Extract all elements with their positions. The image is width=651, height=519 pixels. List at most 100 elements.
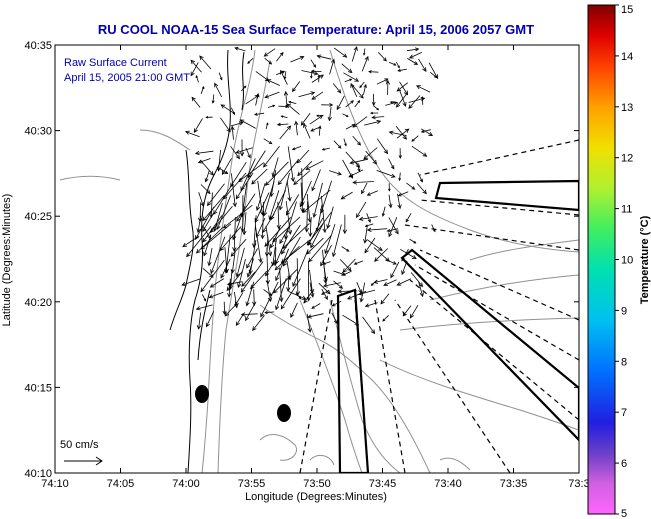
current-vector — [231, 173, 236, 207]
current-vector — [285, 200, 291, 235]
current-vector-head — [383, 282, 389, 286]
y-axis-label: Latitude (Degrees:Minutes) — [1, 194, 13, 327]
current-vector-head — [202, 216, 207, 222]
current-vector-head — [357, 100, 361, 104]
current-vector — [421, 129, 431, 133]
current-vector — [318, 126, 321, 136]
colorbar-tick-label: 7 — [621, 407, 627, 419]
current-vector-head — [232, 202, 237, 208]
current-vector-head — [246, 263, 251, 269]
current-vector-head — [227, 293, 232, 298]
current-vector — [206, 311, 215, 327]
current-vector — [241, 271, 256, 287]
current-vector-head — [394, 229, 399, 235]
current-vector-head — [366, 192, 371, 196]
current-vector-head — [313, 71, 319, 76]
current-vector — [336, 95, 345, 110]
current-vector — [333, 270, 345, 276]
current-vector-head — [291, 147, 296, 151]
current-vector — [254, 192, 270, 223]
current-vector-head — [330, 58, 336, 64]
current-vector-head — [246, 272, 251, 278]
current-vector-head — [286, 287, 291, 292]
current-vector — [200, 223, 232, 250]
current-vector-head — [411, 138, 415, 142]
current-vector-head — [313, 64, 317, 68]
current-vector — [339, 259, 352, 272]
current-vector-head — [263, 52, 269, 57]
current-vector — [198, 158, 211, 163]
current-vector-head — [300, 207, 305, 213]
current-vector-head — [255, 232, 260, 238]
current-vector-head — [286, 103, 292, 108]
current-vector-head — [323, 283, 328, 288]
current-vector-head — [203, 251, 208, 257]
current-vector-head — [396, 281, 402, 286]
current-vector — [281, 224, 301, 255]
current-vector-head — [361, 189, 365, 195]
current-vector — [359, 216, 378, 220]
current-vector-head — [363, 52, 366, 56]
current-vector-head — [237, 177, 243, 183]
current-vector-head — [199, 55, 204, 61]
colorbar-tick-label: 8 — [621, 356, 627, 368]
current-vector — [200, 184, 211, 194]
current-vector — [345, 100, 354, 108]
current-vector-head — [331, 303, 336, 307]
current-vector — [256, 183, 266, 211]
current-vector — [322, 147, 330, 151]
current-vector — [286, 181, 291, 201]
current-vector-head — [337, 289, 343, 294]
current-vector — [250, 270, 268, 289]
current-vector — [219, 226, 242, 251]
current-vector-head — [380, 299, 385, 305]
current-vector — [230, 238, 247, 257]
current-vector-head — [329, 103, 334, 107]
current-vector-head — [219, 77, 223, 81]
current-vector — [287, 272, 290, 292]
current-vector-head — [376, 107, 380, 111]
current-vector-head — [396, 87, 402, 92]
current-vector-head — [347, 266, 352, 272]
current-vector — [210, 205, 233, 233]
current-vector — [387, 228, 399, 232]
current-vector — [214, 83, 223, 98]
current-vector-head — [416, 85, 421, 90]
current-vector-head — [432, 229, 436, 233]
current-vector — [185, 131, 200, 138]
current-vector — [344, 78, 352, 83]
current-vector-head — [224, 311, 230, 317]
current-vector-head — [310, 91, 316, 96]
current-vector-head — [397, 204, 402, 210]
current-vector-head — [206, 189, 211, 195]
current-vector-head — [306, 249, 311, 255]
station-dot-2 — [277, 404, 291, 422]
current-vector-head — [408, 104, 413, 109]
current-vector-head — [398, 155, 402, 159]
current-vector — [255, 225, 262, 263]
current-vector-head — [337, 171, 342, 176]
current-vector — [306, 201, 308, 232]
current-vector-head — [275, 276, 280, 282]
current-vector — [198, 192, 204, 207]
current-vector-head — [258, 258, 263, 264]
current-vector-head — [247, 61, 251, 64]
current-vector-head — [220, 273, 225, 279]
current-vector-head — [320, 208, 325, 214]
current-vector-head — [245, 301, 250, 307]
current-vector-head — [387, 188, 391, 192]
current-vector — [196, 227, 224, 254]
current-vector — [208, 248, 213, 266]
current-vector-head — [350, 83, 355, 88]
current-vector-head — [232, 112, 236, 116]
current-vector — [251, 168, 268, 185]
current-vector — [352, 135, 361, 146]
current-vector-head — [252, 326, 257, 331]
current-vector-head — [282, 261, 288, 267]
current-vector-head — [286, 125, 292, 130]
current-vector-head — [280, 69, 285, 75]
current-vector-head — [397, 65, 400, 69]
current-vector — [396, 82, 409, 92]
current-vector-head — [341, 272, 346, 276]
current-vector — [356, 162, 360, 172]
